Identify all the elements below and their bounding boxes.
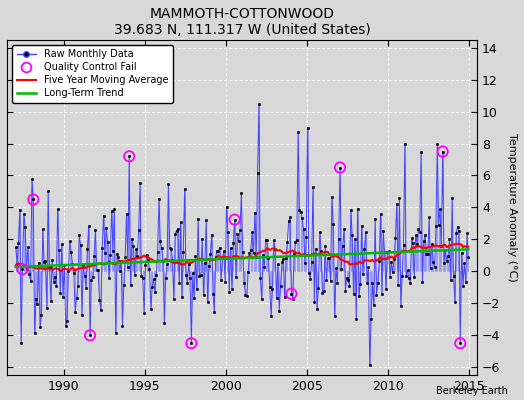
Point — [187, 340, 195, 346]
Point — [336, 164, 344, 171]
Point — [439, 148, 447, 155]
Text: Berkeley Earth: Berkeley Earth — [436, 386, 508, 396]
Point — [29, 196, 38, 203]
Point — [456, 340, 464, 346]
Point — [86, 332, 94, 338]
Point — [287, 290, 296, 297]
Point — [18, 266, 27, 272]
Y-axis label: Temperature Anomaly (°C): Temperature Anomaly (°C) — [507, 133, 517, 282]
Point — [231, 216, 239, 223]
Title: MAMMOTH-COTTONWOOD
39.683 N, 111.317 W (United States): MAMMOTH-COTTONWOOD 39.683 N, 111.317 W (… — [114, 7, 370, 37]
Legend: Raw Monthly Data, Quality Control Fail, Five Year Moving Average, Long-Term Tren: Raw Monthly Data, Quality Control Fail, … — [12, 44, 173, 103]
Point — [125, 153, 134, 160]
